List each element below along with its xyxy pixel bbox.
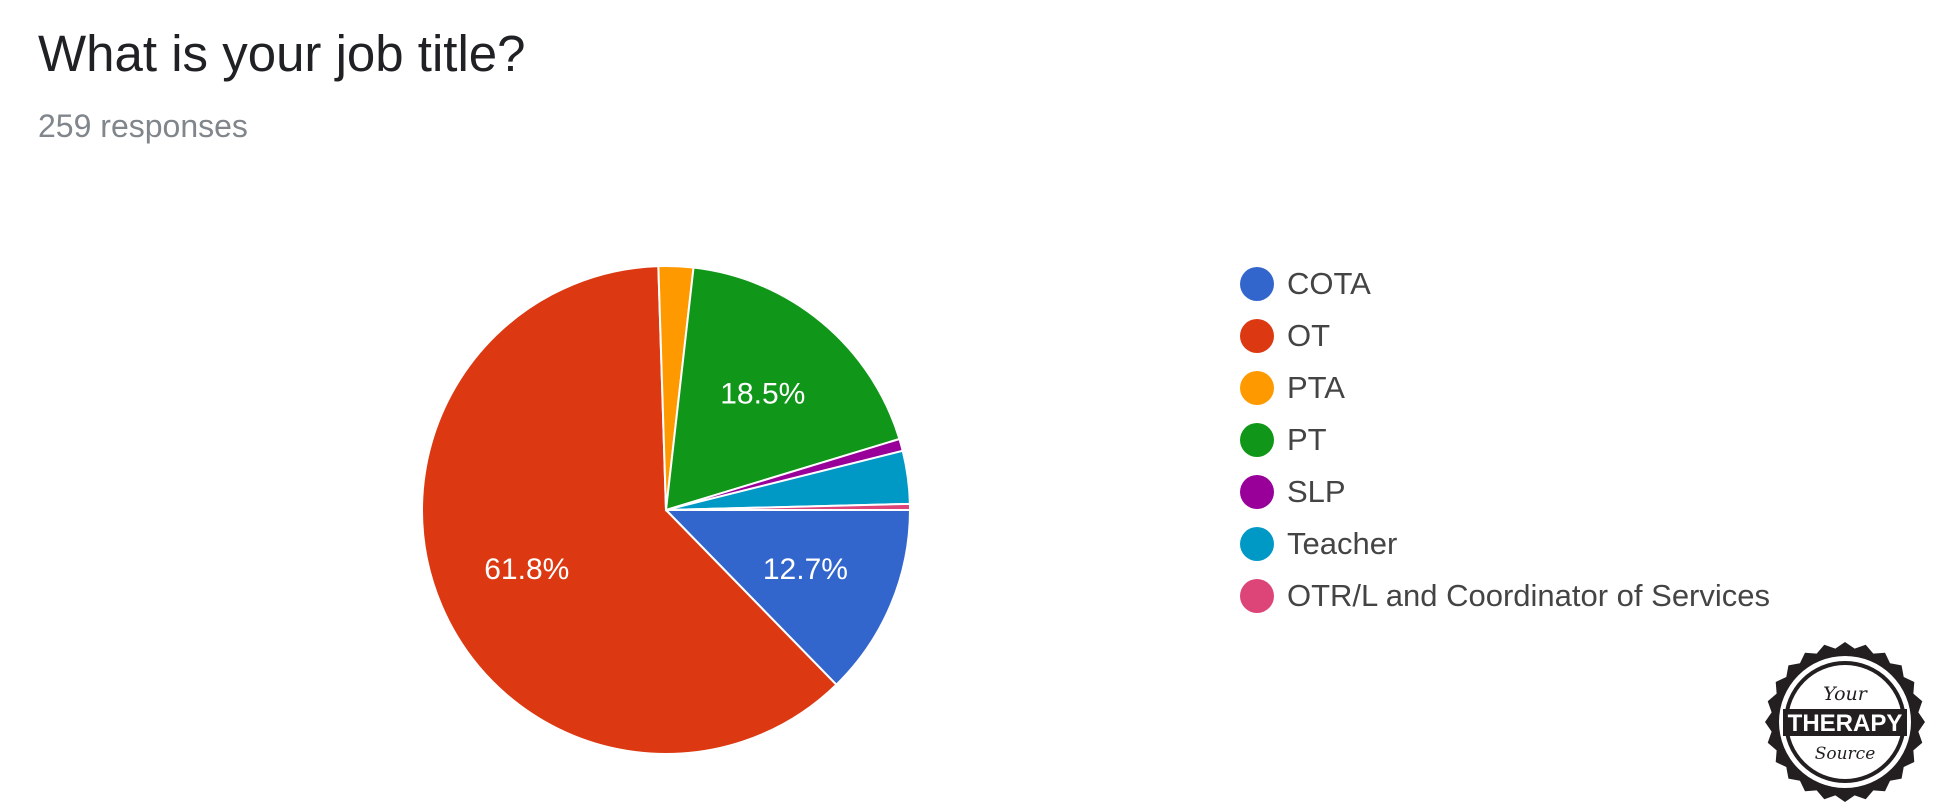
pie-slice-ot (421, 265, 838, 755)
slice-label-cota: 12.7% (763, 553, 848, 586)
chart-title: What is your job title? (38, 25, 526, 82)
legend-item-slp: SLP (1240, 466, 1770, 518)
legend-swatch (1240, 579, 1274, 613)
pie-slice-cota (663, 509, 912, 687)
legend-label: PT (1287, 422, 1327, 457)
legend-swatch (1240, 371, 1274, 405)
legend-swatch (1240, 423, 1274, 457)
response-count: 259 responses (38, 108, 248, 144)
legend-item-pt: PT (1240, 414, 1770, 466)
your-therapy-source-logo: Your THERAPY Source (1765, 642, 1925, 802)
legend-item-otr-l-and-coordinator-of-services: OTR/L and Coordinator of Services (1240, 570, 1770, 622)
chart-legend: COTA OT PTA PT SLP Teacher OTR/L and Coordinat… (1240, 258, 1770, 622)
legend-label: Teacher (1287, 526, 1398, 561)
legend-label: COTA (1287, 266, 1371, 301)
legend-swatch (1240, 475, 1274, 509)
logo-text-therapy: THERAPY (1788, 710, 1903, 737)
legend-swatch (1240, 527, 1274, 561)
pie-slice-pt (664, 266, 901, 512)
slice-label-ot: 61.8% (484, 553, 569, 586)
legend-item-cota: COTA (1240, 258, 1770, 310)
legend-label: SLP (1287, 474, 1346, 509)
slice-label-pt: 18.5% (720, 378, 805, 411)
legend-item-ot: OT (1240, 310, 1770, 362)
pie-slice-otr-l-and-coordinator-of-services (665, 502, 912, 511)
logo-text-your: Your (1823, 683, 1869, 705)
legend-label: OT (1287, 318, 1331, 353)
legend-item-teacher: Teacher (1240, 518, 1770, 570)
logo-text-source: Source (1815, 744, 1876, 764)
legend-swatch (1240, 319, 1274, 353)
legend-label: OTR/L and Coordinator of Services (1287, 578, 1771, 613)
legend-item-pta: PTA (1240, 362, 1770, 414)
legend-swatch (1240, 267, 1274, 301)
legend-label: PTA (1287, 370, 1345, 405)
